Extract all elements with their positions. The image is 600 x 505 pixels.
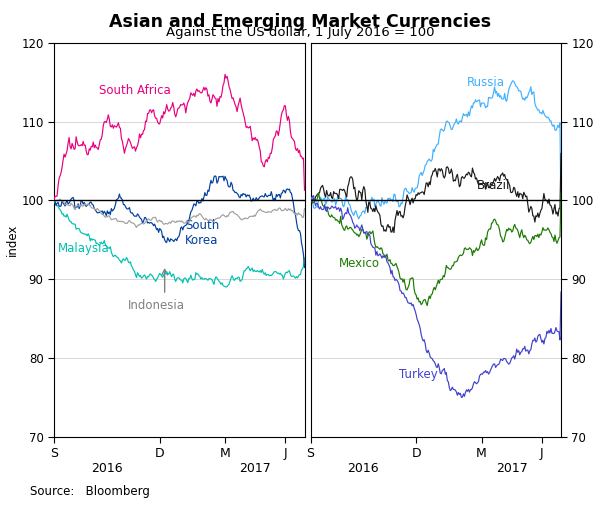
- Y-axis label: index: index: [599, 224, 600, 256]
- Text: 2017: 2017: [239, 463, 271, 475]
- Text: 2016: 2016: [91, 463, 122, 475]
- Text: Brazil: Brazil: [476, 179, 510, 192]
- Y-axis label: index: index: [5, 224, 19, 256]
- Text: 2017: 2017: [496, 463, 527, 475]
- Text: Turkey: Turkey: [399, 368, 438, 381]
- Text: Source:   Bloomberg: Source: Bloomberg: [30, 485, 150, 498]
- Text: South Africa: South Africa: [99, 84, 171, 97]
- Text: Indonesia: Indonesia: [127, 299, 184, 312]
- Text: Russia: Russia: [466, 76, 505, 89]
- Text: Malaysia: Malaysia: [58, 242, 110, 255]
- Text: Against the US dollar, 1 July 2016 = 100: Against the US dollar, 1 July 2016 = 100: [166, 26, 434, 39]
- Text: Mexico: Mexico: [338, 258, 380, 271]
- Text: South
Korea: South Korea: [185, 219, 219, 247]
- Text: 2016: 2016: [347, 463, 379, 475]
- Text: Asian and Emerging Market Currencies: Asian and Emerging Market Currencies: [109, 13, 491, 31]
